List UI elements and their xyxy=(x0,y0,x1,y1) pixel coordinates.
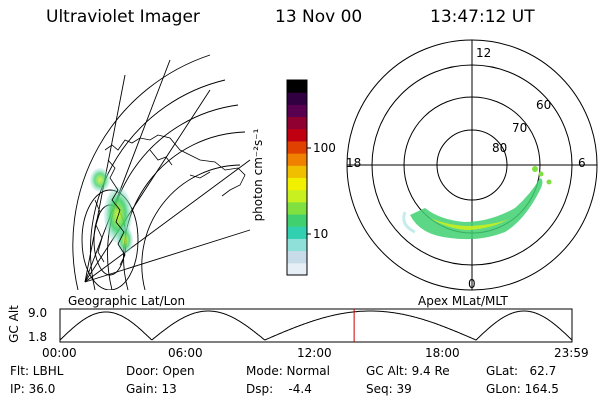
seq-field: Seq: 39 xyxy=(366,382,412,396)
geo-panel-label: Geographic Lat/Lon xyxy=(68,294,186,308)
mlt-label-0: 0 xyxy=(468,277,476,291)
gc-alt-field: GC Alt: 9.4 Re xyxy=(366,364,450,378)
colorbar-band xyxy=(287,116,307,130)
time-label: 13:47:12 UT xyxy=(430,7,535,27)
colorbar-band xyxy=(287,238,307,252)
door-field: Door: Open xyxy=(126,364,195,378)
orbit-xtick-3: 18:00 xyxy=(425,346,460,360)
orbit-xtick-1: 06:00 xyxy=(168,346,203,360)
mlt-label-6: 6 xyxy=(578,156,586,170)
dsp-field: Dsp: -4.4 xyxy=(246,382,312,396)
orbit-ytick-top: 9.0 xyxy=(28,306,48,320)
filter-field: Flt: LBHL xyxy=(10,364,64,378)
orbit-xtick-4: 23:59 xyxy=(554,346,589,360)
glon-field: GLon: 164.5 xyxy=(486,382,559,396)
orbit-ytick-bottom: 1.8 xyxy=(28,330,48,344)
orbit-xtick-2: 12:00 xyxy=(297,346,332,360)
lat-label-60: 60 xyxy=(536,98,552,112)
instrument-title: Ultraviolet Imager xyxy=(46,7,200,27)
orbit-ylabel: GC Alt xyxy=(7,305,21,343)
date-label: 13 Nov 00 xyxy=(275,7,363,27)
colorbar-band xyxy=(287,214,307,227)
colorbar-band xyxy=(287,92,307,105)
lat-label-70: 70 xyxy=(512,121,528,135)
lat-label-80: 80 xyxy=(492,141,508,155)
colorbar-band xyxy=(287,201,307,215)
mlt-label-18: 18 xyxy=(346,156,362,170)
colorbar-band xyxy=(287,165,307,178)
colorbar-band xyxy=(287,153,307,166)
colorbar-band xyxy=(287,80,307,93)
polar-panel-label: Apex MLat/MLT xyxy=(418,294,508,308)
colorbar-band xyxy=(287,104,307,118)
mlt-label-12: 12 xyxy=(476,46,492,60)
colorbar-band xyxy=(287,177,307,191)
colorbar-band xyxy=(287,250,307,264)
colorbar-band xyxy=(287,262,307,276)
colorbar-tick-10: 10 xyxy=(313,227,329,241)
mode-field: Mode: Normal xyxy=(246,364,330,378)
colorbar-band xyxy=(287,140,307,154)
glat-field: GLat: 62.7 xyxy=(486,364,557,378)
orbit-xtick-0: 00:00 xyxy=(42,346,77,360)
colorbar-band xyxy=(287,226,307,239)
colorbar-band xyxy=(287,189,307,203)
colorbar-tick-100: 100 xyxy=(313,141,336,155)
ip-field: IP: 36.0 xyxy=(10,382,56,396)
colorbar-band xyxy=(287,128,307,142)
gain-field: Gain: 13 xyxy=(126,382,177,396)
